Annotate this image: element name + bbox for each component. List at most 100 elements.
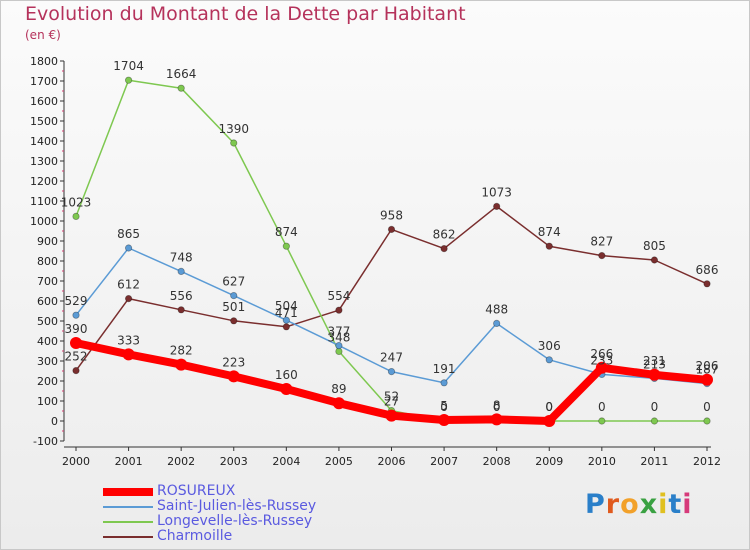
y-tick-label: 1800 xyxy=(30,55,58,68)
x-tick-label: 2007 xyxy=(430,455,458,468)
data-label-charmoille: 612 xyxy=(117,278,140,292)
data-label-saint-julien: 488 xyxy=(485,302,508,316)
y-tick-label: 800 xyxy=(37,255,58,268)
data-label-saint-julien: 504 xyxy=(275,299,298,313)
legend-item-charmoille: Charmoille xyxy=(103,529,316,544)
y-tick-label: 500 xyxy=(37,315,58,328)
data-point-saint-julien xyxy=(124,244,133,252)
y-tick-label: 1100 xyxy=(30,195,58,208)
data-label-rosureux: 8 xyxy=(493,398,501,412)
x-tick-label: 2011 xyxy=(640,455,668,468)
data-label-longevelle: 0 xyxy=(545,400,553,414)
data-point-saint-julien xyxy=(230,291,238,300)
data-point-rosureux xyxy=(648,368,661,381)
x-tick-label: 2002 xyxy=(167,455,195,468)
data-point-rosureux xyxy=(595,361,608,374)
data-label-saint-julien: 213 xyxy=(643,357,666,371)
data-label-rosureux: 266 xyxy=(590,347,613,361)
data-label-saint-julien: 247 xyxy=(380,351,403,365)
logo-letter: r xyxy=(605,489,621,520)
data-point-saint-julien xyxy=(177,267,185,275)
legend-label-rosureux: ROSUREUX xyxy=(157,483,236,499)
data-point-saint-julien xyxy=(493,319,501,327)
data-label-saint-julien: 187 xyxy=(696,363,719,377)
y-tick-label: 300 xyxy=(37,355,58,368)
data-label-rosureux: 5 xyxy=(440,399,448,413)
data-point-charmoille xyxy=(703,280,711,288)
data-point-charmoille xyxy=(335,306,343,314)
data-point-longevelle xyxy=(282,242,290,250)
chart-unit-label: (en €) xyxy=(25,28,61,42)
data-point-longevelle xyxy=(703,417,711,425)
data-label-charmoille: 471 xyxy=(275,306,298,320)
x-tick-label: 2006 xyxy=(378,455,406,468)
legend-label-longevelle: Longevelle-lès-Russey xyxy=(157,513,313,529)
data-label-saint-julien: 233 xyxy=(590,353,613,367)
data-point-rosureux xyxy=(122,348,135,361)
data-label-rosureux: 27 xyxy=(384,395,399,409)
data-label-longevelle: 0 xyxy=(493,400,501,414)
data-point-charmoille xyxy=(493,202,501,210)
data-point-charmoille xyxy=(72,366,80,375)
x-tick-label: 2001 xyxy=(115,455,143,468)
logo-letter: i xyxy=(658,489,669,520)
y-tick-label: 400 xyxy=(37,335,58,348)
data-point-rosureux xyxy=(490,413,503,426)
y-tick-label: 1500 xyxy=(30,115,58,128)
legend-swatch-saint-julien xyxy=(103,505,153,508)
data-label-longevelle: 348 xyxy=(327,330,350,344)
data-point-saint-julien xyxy=(545,356,553,364)
legend-swatch-charmoille xyxy=(103,535,153,538)
data-label-longevelle: 0 xyxy=(440,400,448,414)
y-tick-label: -100 xyxy=(33,435,58,448)
data-point-longevelle xyxy=(650,417,659,425)
legend-swatch-rosureux xyxy=(103,487,153,496)
data-label-charmoille: 827 xyxy=(590,235,613,249)
data-point-rosureux xyxy=(438,414,451,426)
x-tick-label: 2010 xyxy=(588,455,616,468)
data-point-rosureux xyxy=(70,337,82,349)
chart-title: Evolution du Montant de la Dette par Hab… xyxy=(25,3,466,25)
data-point-saint-julien xyxy=(387,367,396,376)
data-label-charmoille: 556 xyxy=(170,289,193,303)
data-point-charmoille xyxy=(440,245,448,253)
data-label-longevelle: 1664 xyxy=(166,67,197,81)
data-point-charmoille xyxy=(598,252,606,260)
data-point-rosureux xyxy=(385,409,398,422)
logo-letter: x xyxy=(639,489,659,520)
y-tick-label: 1200 xyxy=(30,175,58,188)
data-label-charmoille: 252 xyxy=(65,350,88,364)
data-label-rosureux: 333 xyxy=(117,333,140,347)
data-point-saint-julien xyxy=(282,316,290,324)
x-tick-label: 2000 xyxy=(62,455,90,468)
x-tick-label: 2009 xyxy=(535,455,563,468)
x-tick-label: 2003 xyxy=(220,455,248,468)
data-point-longevelle xyxy=(177,84,185,92)
data-point-rosureux xyxy=(701,373,713,386)
data-point-charmoille xyxy=(124,294,133,303)
x-tick-label: 2005 xyxy=(325,455,353,468)
legend-label-charmoille: Charmoille xyxy=(157,528,233,544)
data-point-rosureux xyxy=(175,358,188,371)
data-label-saint-julien: 627 xyxy=(222,275,245,289)
data-point-charmoille xyxy=(545,242,553,250)
data-label-charmoille: 805 xyxy=(643,239,666,253)
data-point-charmoille xyxy=(177,306,185,314)
logo-letter: P xyxy=(585,489,606,520)
legend-item-saint-julien: Saint-Julien-lès-Russey xyxy=(103,499,316,514)
data-point-charmoille xyxy=(387,225,396,233)
chart-legend: ROSUREUX Saint-Julien-lès-Russey Longeve… xyxy=(103,484,316,544)
data-label-rosureux: 390 xyxy=(65,322,88,336)
data-point-charmoille xyxy=(650,256,659,264)
data-label-longevelle: 1023 xyxy=(61,195,92,209)
data-point-saint-julien xyxy=(72,311,80,319)
data-label-longevelle: 1390 xyxy=(218,122,249,136)
data-label-saint-julien: 191 xyxy=(433,362,456,376)
y-tick-label: 700 xyxy=(37,275,58,288)
y-tick-label: 200 xyxy=(37,375,58,388)
y-tick-label: 900 xyxy=(37,235,58,248)
data-point-saint-julien xyxy=(335,341,343,350)
data-label-saint-julien: 306 xyxy=(538,339,561,353)
